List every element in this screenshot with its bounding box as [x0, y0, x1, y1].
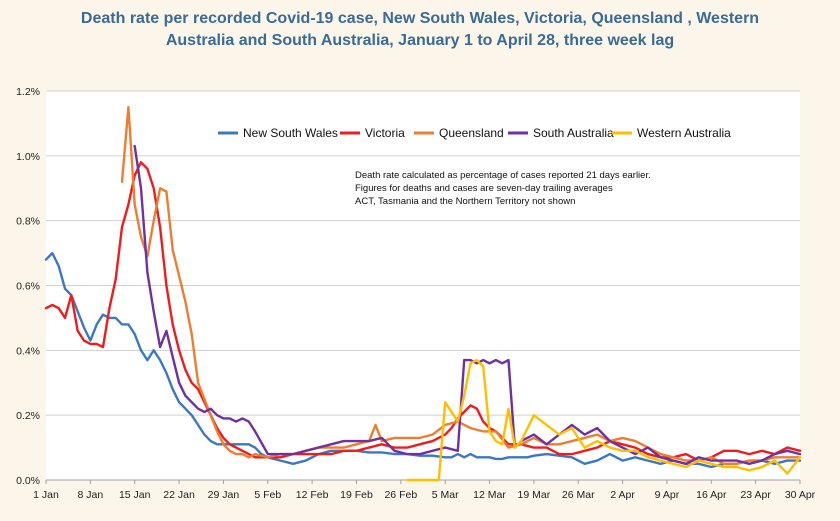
- legend-label: Victoria: [365, 126, 405, 140]
- x-tick-label: 12 Mar: [473, 489, 506, 501]
- x-tick-label: 12 Feb: [296, 489, 329, 501]
- x-tick-label: 5 Mar: [432, 489, 459, 501]
- x-tick-label: 9 Apr: [655, 489, 680, 501]
- legend-label: Queensland: [439, 126, 504, 140]
- series-line-western-australia: [406, 358, 802, 482]
- note-line: Death rate calculated as percentage of c…: [355, 170, 651, 181]
- chart-title: Death rate per recorded Covid-19 case, N…: [0, 8, 840, 52]
- x-tick-label: 19 Feb: [340, 489, 373, 501]
- chart-title-line-2: Australia and South Australia, January 1…: [165, 32, 675, 49]
- gridlines: [46, 90, 800, 481]
- x-tick-label: 19 Mar: [518, 489, 551, 501]
- x-tick-label: 16 Apr: [696, 489, 727, 501]
- axes: 0.0% 0.2% 0.4% 0.6% 0.8% 1.0% 1.2% 1 Jan 8 Jan 15…: [16, 86, 816, 501]
- x-tick-label: 26 Feb: [384, 489, 417, 501]
- x-tick-label: 2 Apr: [610, 489, 635, 501]
- series-line-queensland: [120, 105, 802, 465]
- chart-title-line-1: Death rate per recorded Covid-19 case, N…: [80, 10, 760, 27]
- x-tick-label: 23 Apr: [740, 489, 771, 501]
- y-tick-label: 1.2%: [16, 86, 40, 98]
- x-tick-label: 29 Jan: [208, 489, 240, 501]
- chart-notes: Death rate calculated as percentage of c…: [355, 170, 651, 207]
- series-line-south-australia: [133, 144, 802, 465]
- x-tick-label: 8 Jan: [78, 489, 104, 501]
- legend-label: Western Australia: [637, 126, 731, 140]
- y-tick-label: 0.6%: [16, 281, 40, 293]
- legend-label: New South Wales: [243, 126, 338, 140]
- y-tick-label: 0.2%: [16, 410, 40, 422]
- series-line-victoria: [44, 161, 802, 462]
- y-tick-label: 0.8%: [16, 216, 40, 228]
- x-tick-label: 30 Apr: [785, 489, 816, 501]
- note-line: Figures for deaths and cases are seven-d…: [355, 183, 613, 194]
- x-tick-label: 5 Feb: [254, 489, 281, 501]
- y-tick-label: 0.4%: [16, 345, 40, 357]
- x-tick-label: 26 Mar: [562, 489, 595, 501]
- note-line: ACT, Tasmania and the Northern Territory…: [355, 196, 575, 207]
- x-tick-label: 1 Jan: [33, 489, 59, 501]
- legend-label: South Australia: [533, 126, 614, 140]
- series-lines: [44, 105, 802, 482]
- y-tick-label: 1.0%: [16, 151, 40, 163]
- legend: New South Wales Victoria Queensland South A…: [218, 126, 731, 140]
- x-tick-label: 15 Jan: [119, 489, 151, 501]
- y-tick-label: 0.0%: [16, 475, 40, 487]
- x-tick-label: 22 Jan: [163, 489, 195, 501]
